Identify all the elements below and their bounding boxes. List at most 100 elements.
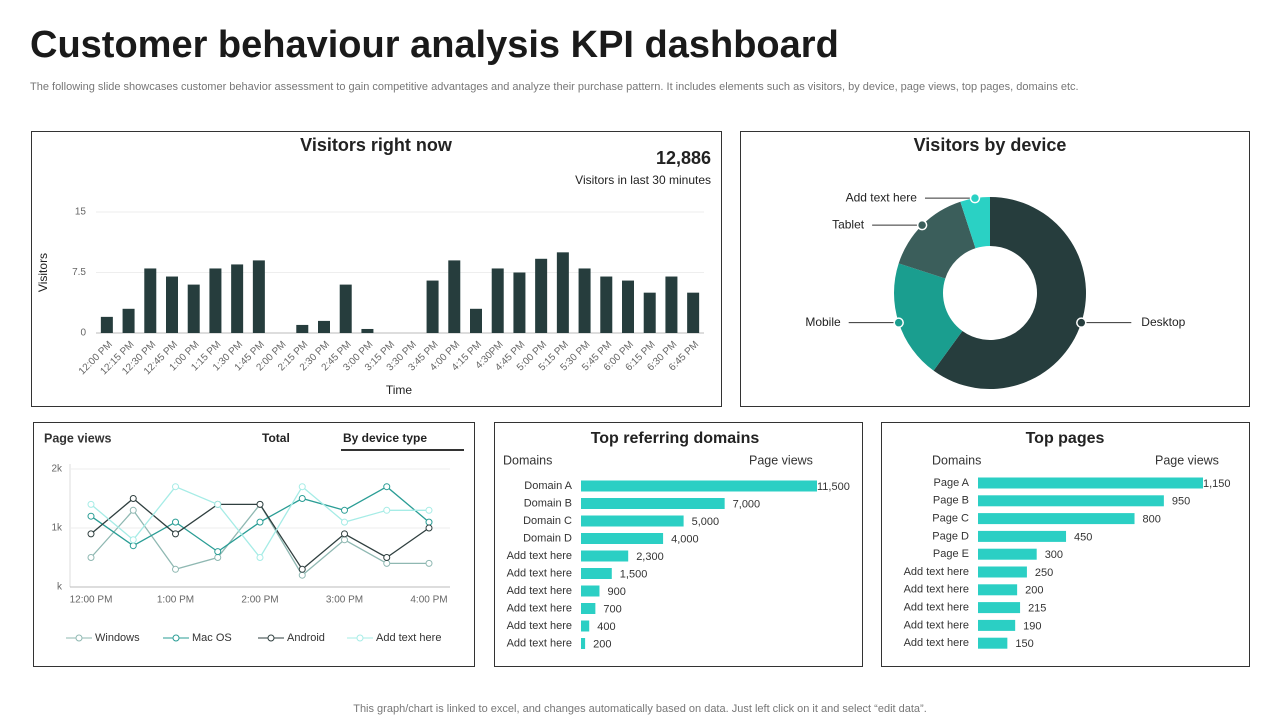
slice-label: Desktop (1141, 315, 1185, 329)
kpi-label: Visitors in last 30 minutes (575, 173, 711, 187)
bar (252, 260, 265, 333)
column-header: Page views (1155, 453, 1219, 467)
point (256, 518, 264, 526)
category-label: Page B (933, 495, 969, 507)
point (87, 530, 95, 538)
x-tick-label: 3:00 PM (326, 595, 363, 606)
point (298, 483, 306, 491)
bar (231, 264, 244, 333)
bar (978, 566, 1027, 578)
page-subtitle: The following slide showcases customer b… (30, 81, 1079, 93)
y-tick-label: 2k (51, 464, 63, 475)
point (425, 524, 433, 532)
chart-title: Top pages (1026, 430, 1105, 447)
value-label: 1,150 (1203, 478, 1231, 490)
point (87, 512, 95, 520)
point (383, 554, 391, 561)
point (341, 530, 348, 538)
point (383, 483, 391, 491)
point (383, 506, 391, 514)
legend-label: Add text here (376, 632, 441, 644)
chart-title: Visitors by device (914, 135, 1067, 155)
panel (33, 422, 475, 667)
value-label: 5,000 (692, 516, 720, 528)
y-tick-label: k (57, 582, 63, 593)
point (383, 559, 391, 567)
x-tick-label: 12:00 PM (70, 595, 113, 606)
point (341, 506, 348, 514)
point (256, 554, 264, 561)
point (256, 500, 264, 508)
y-tick-label: 7.5 (72, 267, 86, 278)
value-label: 7,000 (733, 498, 761, 510)
donut-slice (933, 197, 1087, 390)
chart-title: Top referring domains (591, 430, 760, 447)
category-label: Page D (932, 530, 969, 542)
legend-marker (267, 634, 275, 642)
bar (122, 308, 135, 333)
legend-marker (172, 634, 180, 642)
donut-slice (898, 201, 976, 279)
x-tick-label: 4:00 PM (410, 595, 447, 606)
point (425, 506, 433, 514)
category-label: Domain D (523, 532, 572, 544)
legend-label: Mac OS (192, 632, 232, 644)
bar (581, 550, 629, 562)
category-label: Add text here (507, 585, 572, 597)
page-title: Customer behaviour analysis KPI dashboar… (30, 24, 839, 66)
slice-label: Add text here (846, 190, 918, 204)
category-label: Add text here (904, 566, 969, 578)
category-label: Domain C (523, 515, 572, 527)
bar (426, 280, 439, 333)
chart-title: Page views (44, 431, 111, 445)
bar (665, 276, 678, 333)
x-tick-label: 1:00 PM (157, 595, 194, 606)
bar (643, 292, 656, 333)
point (214, 554, 222, 561)
point (172, 483, 179, 491)
bar (978, 584, 1018, 596)
value-label: 1,500 (620, 568, 648, 580)
value-label: 200 (1025, 585, 1043, 597)
y-axis-label: Visitors (36, 253, 50, 292)
legend-marker (356, 634, 364, 642)
point (298, 565, 306, 573)
footer-note: This graph/chart is linked to excel, and… (353, 703, 927, 715)
value-label: 300 (1045, 549, 1063, 561)
bar (100, 316, 113, 333)
value-label: 11,500 (817, 481, 850, 493)
bar (622, 280, 634, 333)
point (425, 559, 433, 567)
bar (318, 320, 330, 333)
y-tick-label: 1k (51, 523, 63, 534)
value-label: 900 (607, 586, 625, 598)
value-label: 950 (1172, 496, 1190, 508)
point (129, 506, 137, 514)
bar (187, 284, 200, 333)
value-label: 200 (593, 638, 611, 650)
category-label: Page A (934, 477, 970, 489)
point (129, 542, 137, 550)
point (129, 536, 137, 544)
point (298, 571, 306, 579)
bar (978, 602, 1021, 614)
y-tick-label: 0 (80, 328, 86, 339)
legend-label: Windows (95, 632, 140, 644)
point (172, 518, 179, 526)
bar (687, 292, 700, 333)
value-label: 450 (1074, 531, 1092, 543)
bar (978, 637, 1008, 649)
leader-dot (1076, 317, 1087, 328)
bar (600, 276, 613, 333)
bar (448, 260, 461, 333)
category-label: Domain B (524, 497, 572, 509)
category-label: Add text here (904, 602, 969, 614)
point (341, 518, 348, 526)
bar (978, 495, 1164, 507)
bar (978, 513, 1135, 525)
panel (881, 422, 1250, 667)
tab: By device type (343, 431, 427, 445)
point (214, 548, 222, 556)
bar (535, 258, 548, 333)
bar (513, 272, 526, 333)
